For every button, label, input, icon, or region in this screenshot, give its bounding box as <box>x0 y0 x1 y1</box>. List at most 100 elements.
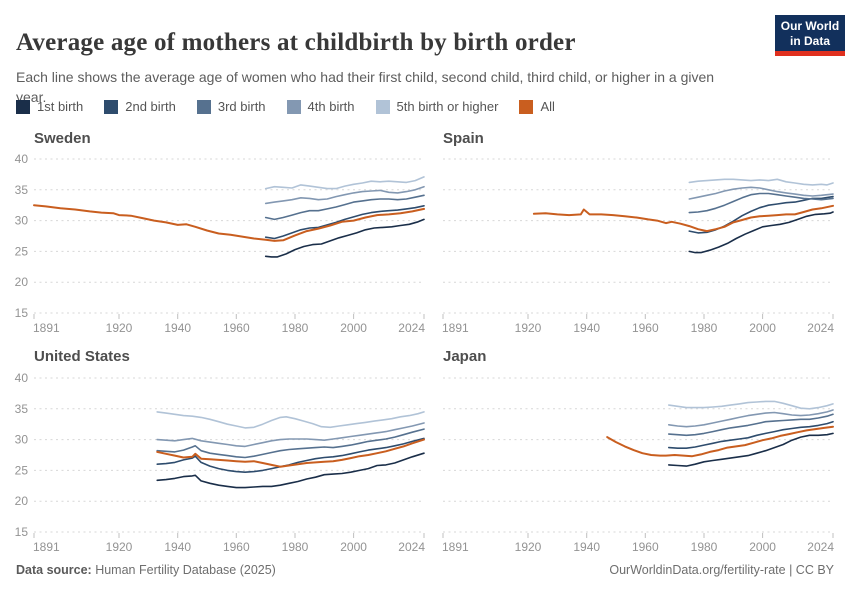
legend: 1st birth 2nd birth 3rd birth 4th birth 5th … <box>16 99 555 114</box>
svg-text:1940: 1940 <box>573 321 600 335</box>
panel-title-spain: Spain <box>443 130 484 147</box>
owid-logo-box: Our World in Data <box>775 15 845 52</box>
owid-url-link[interactable]: OurWorldinData.org/fertility-rate <box>609 563 786 577</box>
svg-text:1980: 1980 <box>691 321 718 335</box>
series-line-3rd-birth[interactable] <box>264 194 425 221</box>
svg-text:1920: 1920 <box>106 540 133 554</box>
series-line-all[interactable] <box>532 204 834 233</box>
series-line-5th-birth-or-higher[interactable] <box>688 178 834 186</box>
footer-right: OurWorldinData.org/fertility-rate | CC B… <box>609 563 834 577</box>
svg-text:20: 20 <box>15 494 29 508</box>
owid-logo-line2: in Data <box>789 33 830 48</box>
svg-text:1940: 1940 <box>573 540 600 554</box>
series-line-4th-birth[interactable] <box>688 186 834 200</box>
gridlines <box>34 158 424 314</box>
svg-text:40: 40 <box>15 152 29 166</box>
svg-text:1960: 1960 <box>223 321 250 335</box>
chart-panel-spain: 1891 1920 1940 1960 1980 2000 2024 <box>442 158 834 335</box>
legend-item-4th-birth[interactable]: 4th birth <box>286 99 355 114</box>
series-line-4th-birth[interactable] <box>668 409 834 428</box>
series-line-5th-birth-or-higher[interactable] <box>264 176 425 190</box>
svg-text:15: 15 <box>15 306 29 320</box>
chart-subtitle: Each line shows the average age of women… <box>16 69 715 106</box>
y-axis-labels: 15 20 25 30 35 40 <box>15 371 29 539</box>
series-line-2nd-birth[interactable] <box>264 204 425 240</box>
legend-swatch-icon <box>519 99 534 114</box>
series-line-4th-birth[interactable] <box>264 185 425 205</box>
svg-text:40: 40 <box>15 371 29 385</box>
chart-panel-united-states: 15 20 25 30 35 40 1891 1920 1940 1960 1980 2000 2024 <box>15 371 425 554</box>
svg-text:20: 20 <box>15 275 29 289</box>
series-line-all[interactable] <box>33 204 425 242</box>
owid-logo[interactable]: Our World in Data <box>775 15 845 57</box>
series-line-1st-birth[interactable] <box>668 432 834 467</box>
legend-swatch-icon <box>286 99 301 114</box>
svg-text:25: 25 <box>15 463 29 477</box>
legend-label: All <box>540 99 555 114</box>
svg-text:35: 35 <box>15 402 29 416</box>
svg-text:1980: 1980 <box>691 540 718 554</box>
series-line-3rd-birth[interactable] <box>688 192 834 214</box>
page-title: Average age of mothers at childbirth by … <box>16 28 576 56</box>
license-link[interactable]: CC BY <box>795 563 834 577</box>
svg-text:1891: 1891 <box>442 321 469 335</box>
svg-text:2000: 2000 <box>749 321 776 335</box>
legend-item-all[interactable]: All <box>519 99 555 114</box>
series-line-3rd-birth[interactable] <box>156 428 425 459</box>
panel-title-united-states: United States <box>34 348 130 365</box>
series-line-5th-birth-or-higher[interactable] <box>156 411 425 429</box>
series-line-5th-birth-or-higher[interactable] <box>668 400 834 410</box>
data-source: Data source: Human Fertility Database (2… <box>16 563 276 577</box>
svg-text:1960: 1960 <box>632 540 659 554</box>
svg-text:2024: 2024 <box>807 540 834 554</box>
legend-label: 3rd birth <box>217 99 266 114</box>
series-line-1st-birth[interactable] <box>688 211 834 254</box>
legend-item-2nd-birth[interactable]: 2nd birth <box>104 99 176 114</box>
svg-text:1960: 1960 <box>223 540 250 554</box>
series-line-3rd-birth[interactable] <box>668 413 834 437</box>
legend-item-1st-birth[interactable]: 1st birth <box>16 99 83 114</box>
x-axis-labels: 1891 1920 1940 1960 1980 2000 2024 <box>442 314 834 335</box>
panel-title-japan: Japan <box>443 348 487 365</box>
y-axis-labels: 15 20 25 30 35 40 <box>15 152 29 320</box>
legend-label: 2nd birth <box>125 99 176 114</box>
footer: Data source: Human Fertility Database (2… <box>16 563 834 577</box>
chart-panel-sweden: 15 20 25 30 35 40 1891 1920 1940 1960 1980 2000 2024 <box>15 152 425 335</box>
legend-swatch-icon <box>104 99 119 114</box>
svg-text:1920: 1920 <box>515 540 542 554</box>
svg-text:2000: 2000 <box>340 540 367 554</box>
legend-item-3rd-birth[interactable]: 3rd birth <box>196 99 266 114</box>
svg-text:15: 15 <box>15 525 29 539</box>
svg-text:2000: 2000 <box>749 540 776 554</box>
series-line-1st-birth[interactable] <box>156 452 425 489</box>
footer-separator: | <box>785 563 796 577</box>
legend-label: 5th birth or higher <box>396 99 499 114</box>
owid-logo-line1: Our World <box>780 19 840 33</box>
x-axis-labels: 1891 1920 1940 1960 1980 2000 2024 <box>33 533 425 554</box>
series-line-4th-birth[interactable] <box>156 422 425 448</box>
svg-text:1891: 1891 <box>33 540 60 554</box>
svg-text:30: 30 <box>15 214 29 228</box>
svg-text:25: 25 <box>15 244 29 258</box>
series-line-1st-birth[interactable] <box>264 218 425 258</box>
panel-title-sweden: Sweden <box>34 130 91 147</box>
legend-label: 4th birth <box>307 99 355 114</box>
svg-text:2024: 2024 <box>398 321 425 335</box>
x-axis-labels: 1891 1920 1940 1960 1980 2000 2024 <box>442 533 834 554</box>
series-line-all[interactable] <box>606 425 834 458</box>
legend-swatch-icon <box>196 99 211 114</box>
svg-text:35: 35 <box>15 183 29 197</box>
svg-text:1980: 1980 <box>282 321 309 335</box>
data-source-text: Human Fertility Database (2025) <box>91 563 276 577</box>
svg-text:2024: 2024 <box>398 540 425 554</box>
chart-panel-japan: 1891 1920 1940 1960 1980 2000 2024 <box>442 377 834 554</box>
legend-item-5th-birth-or-higher[interactable]: 5th birth or higher <box>375 99 499 114</box>
x-axis-labels: 1891 1920 1940 1960 1980 2000 2024 <box>33 314 425 335</box>
svg-text:30: 30 <box>15 433 29 447</box>
series-line-all[interactable] <box>156 438 425 468</box>
legend-label: 1st birth <box>37 99 84 114</box>
svg-text:1891: 1891 <box>442 540 469 554</box>
data-source-label: Data source: <box>16 563 92 577</box>
series-line-2nd-birth[interactable] <box>668 420 834 449</box>
